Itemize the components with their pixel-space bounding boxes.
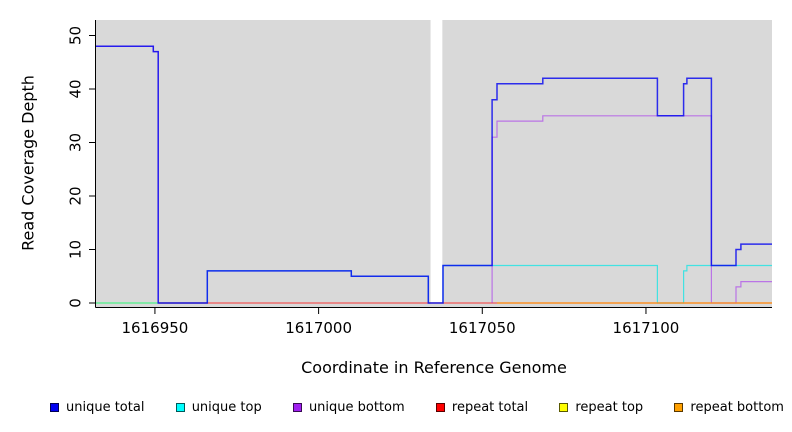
legend-item-unique-bottom: unique bottom xyxy=(292,399,405,415)
no-data-gap xyxy=(430,20,443,304)
legend: unique total unique top unique bottom repea… xyxy=(50,398,784,416)
legend-item-unique-total: unique total xyxy=(50,401,144,414)
x-tick-label: 1616950 xyxy=(122,319,189,337)
legend-swatch-icon xyxy=(175,402,185,412)
legend-swatch-icon xyxy=(50,402,59,412)
y-tick-label: 30 xyxy=(67,133,85,152)
y-axis-title: Read Coverage Depth xyxy=(18,75,38,251)
y-tick-label: 0 xyxy=(67,298,85,308)
legend-label: unique bottom xyxy=(308,399,405,415)
legend-item-repeat-bottom: repeat bottom xyxy=(674,401,784,414)
series-line-unique_total xyxy=(96,45,772,304)
legend-swatch-icon xyxy=(559,402,569,412)
legend-swatch-icon xyxy=(674,402,684,412)
legend-item-repeat-top: repeat top xyxy=(559,401,643,414)
legend-item-repeat-total: repeat total xyxy=(435,399,529,415)
x-tick-label: 1617050 xyxy=(449,319,516,337)
x-axis-title: Coordinate in Reference Genome xyxy=(301,358,567,377)
y-tick-label: 10 xyxy=(67,240,85,259)
legend-label: unique top xyxy=(191,399,262,415)
x-tick-label: 1617100 xyxy=(613,319,680,337)
y-tick-label: 40 xyxy=(67,79,85,98)
legend-swatch-icon xyxy=(435,402,445,412)
y-tick-label: 50 xyxy=(67,26,85,45)
legend-label: repeat top xyxy=(575,399,644,415)
legend-item-unique-top: unique top xyxy=(175,399,262,415)
legend-label: unique total xyxy=(66,399,145,415)
x-tick-label: 1617000 xyxy=(285,319,352,337)
y-tick-label: 20 xyxy=(67,186,85,205)
legend-label: repeat bottom xyxy=(690,399,784,415)
legend-label: repeat total xyxy=(451,399,529,415)
legend-swatch-icon xyxy=(292,402,302,412)
